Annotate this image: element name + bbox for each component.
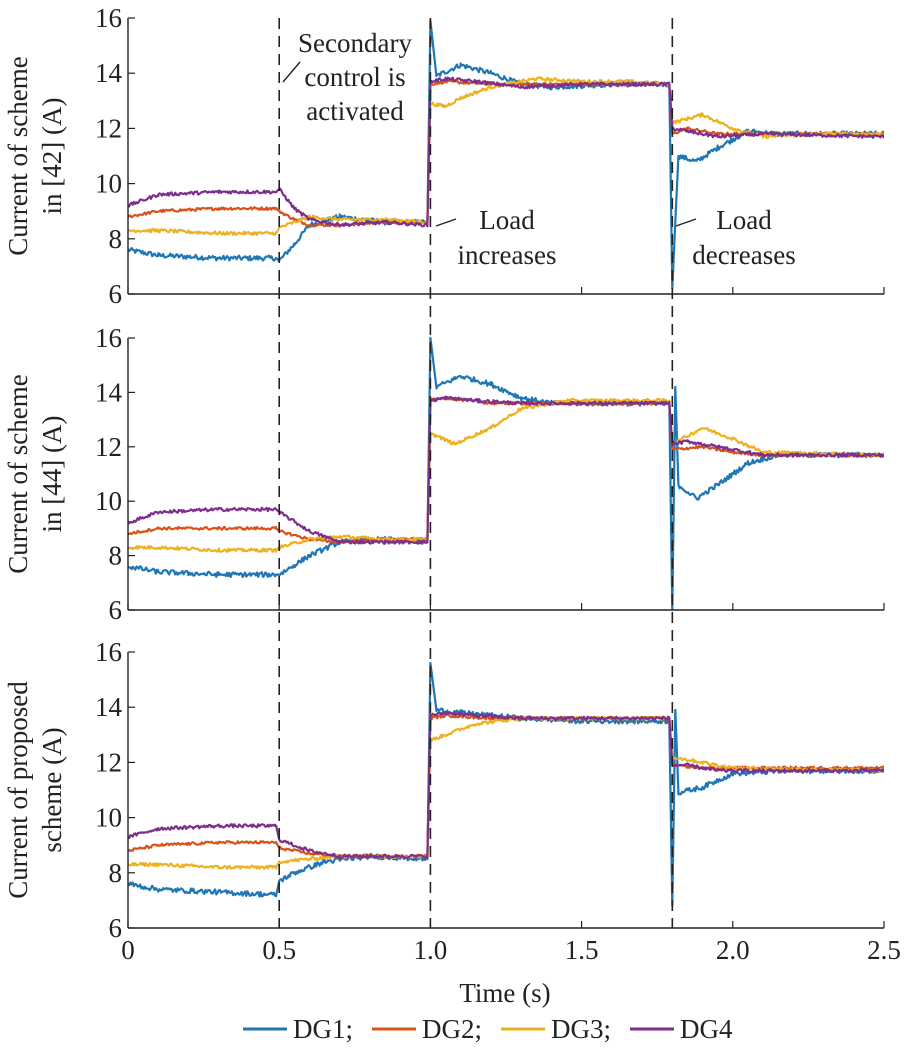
y-tick-label: 6 <box>109 279 123 309</box>
y-axis-label: Current of scheme in [42] (A) <box>3 56 67 255</box>
series-dg4-line <box>128 710 884 859</box>
y-tick-label: 8 <box>109 541 123 571</box>
panel-2: 6 8 10 12 14 16 Current of scheme in [44] (A) <box>3 323 885 625</box>
annotation-1: Secondary control is activated <box>282 28 412 126</box>
y-tick-label: 16 <box>95 3 122 33</box>
annotation-2: Load increases <box>435 205 557 270</box>
y-tick-label: 16 <box>95 637 122 667</box>
series-dg4-line <box>128 395 884 545</box>
y-tick-label: 14 <box>95 692 123 722</box>
x-tick-label: 0.5 <box>262 935 296 965</box>
y-tick-label: 14 <box>95 58 123 88</box>
y-tick-label: 6 <box>109 913 123 943</box>
series-dg1-line <box>128 336 884 610</box>
y-tick-label: 12 <box>95 747 122 777</box>
legend-label-dg3: DG3; <box>551 1014 611 1044</box>
series-dg3-line <box>128 397 884 553</box>
x-tick-label: 1.0 <box>414 935 448 965</box>
x-tick-label: 1.5 <box>565 935 599 965</box>
annotation-3: Load decreases <box>675 205 796 270</box>
y-tick-label: 12 <box>95 113 122 143</box>
x-tick-label: 2.0 <box>716 935 750 965</box>
panel-1: 6 8 10 12 14 16 Current of scheme in [42] (A) <box>3 3 885 309</box>
legend: DG1; DG2; DG3; DG4 <box>243 1014 733 1044</box>
y-tick-label: 10 <box>95 803 122 833</box>
legend-label-dg1: DG1; <box>293 1014 353 1044</box>
y-tick-label: 10 <box>95 486 122 516</box>
x-axis-label: Time (s) <box>459 978 550 1008</box>
series-dg3-line <box>128 715 884 870</box>
panel-3: 6 8 10 12 14 16 Current of proposed scheme (A) <box>3 637 885 943</box>
y-tick-label: 8 <box>109 224 123 254</box>
series-dg4-line <box>128 76 884 228</box>
y-tick-label: 14 <box>95 377 123 407</box>
y-axis-label: Current of proposed scheme (A) <box>3 681 67 899</box>
y-tick-label: 8 <box>109 858 123 888</box>
legend-label-dg2: DG2; <box>422 1014 482 1044</box>
y-tick-label: 10 <box>95 169 122 199</box>
y-tick-label: 12 <box>95 432 122 462</box>
y-axis-label: Current of scheme in [44] (A) <box>3 374 67 573</box>
y-tick-label: 6 <box>109 595 123 625</box>
x-tick-label: 0 <box>121 935 135 965</box>
x-tick-label: 2.5 <box>867 935 901 965</box>
y-tick-label: 16 <box>95 323 122 353</box>
legend-label-dg4: DG4 <box>680 1014 733 1044</box>
